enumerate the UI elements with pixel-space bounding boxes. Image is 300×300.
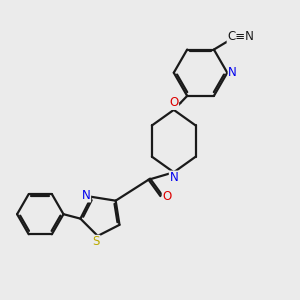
Text: N: N bbox=[169, 171, 178, 184]
Text: S: S bbox=[92, 236, 100, 248]
Text: C≡N: C≡N bbox=[227, 30, 254, 43]
Text: N: N bbox=[228, 66, 237, 79]
Text: N: N bbox=[82, 189, 91, 202]
Text: O: O bbox=[169, 96, 178, 110]
Text: O: O bbox=[162, 190, 172, 202]
